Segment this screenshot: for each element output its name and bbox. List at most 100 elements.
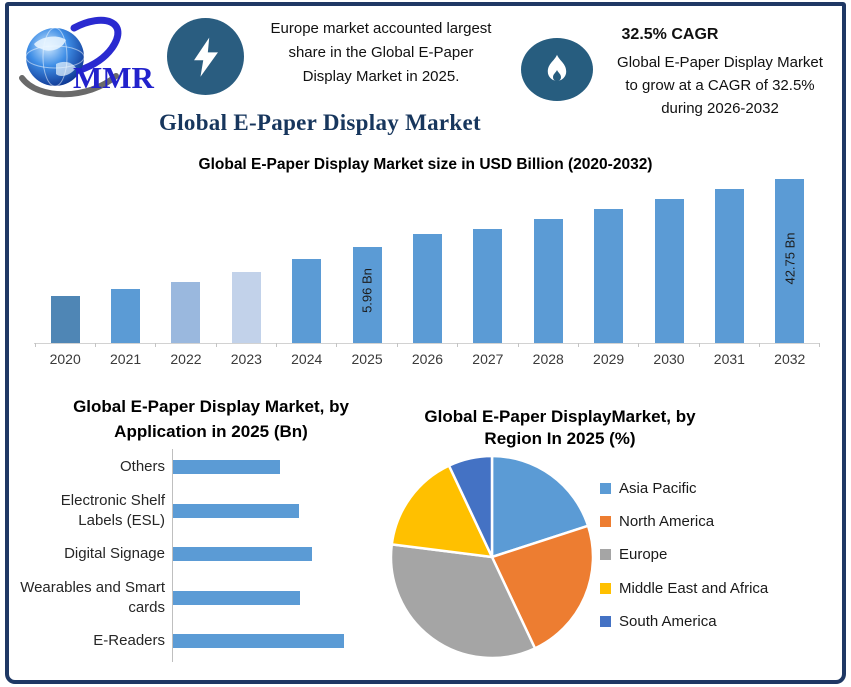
main-x-axis	[34, 343, 820, 344]
app-bar-0	[173, 460, 280, 474]
main-x-axis-tick	[276, 343, 278, 347]
app-bar-1	[173, 503, 299, 518]
main-x-axis-tick	[94, 343, 96, 347]
app-bar-4	[173, 634, 344, 648]
app-cat-label-line: Wearables and Smart	[20, 578, 165, 596]
callout-europe-line3: Display Market in 2025.	[302, 68, 460, 85]
bar-2020	[50, 296, 80, 343]
app-cat-label-3: Wearables and Smart cards	[8, 578, 165, 618]
pie-slice-asia-pacific	[490, 454, 590, 559]
year-label-2025: 2025	[351, 351, 383, 367]
globe-icon	[25, 27, 85, 87]
bar-2021	[111, 289, 141, 343]
legend-swatch	[600, 515, 611, 527]
callout-europe-line1: Europe market accounted largest	[270, 20, 492, 37]
main-x-axis-tick	[819, 343, 821, 347]
year-label-2020: 2020	[49, 351, 81, 367]
bar-annotation-2032: 42.75 Bn	[782, 231, 798, 285]
main-x-axis-tick	[34, 343, 36, 347]
app-cat-label-line: Digital Signage	[64, 545, 165, 562]
legend-swatch	[600, 582, 611, 594]
main-chart-title: Global E-Paper Display Market size in US…	[198, 156, 653, 173]
app-chart-title-line2: Application in 2025 (Bn)	[114, 422, 308, 441]
main-x-axis-tick	[759, 343, 761, 347]
year-label-2028: 2028	[532, 351, 564, 367]
logo-text: MMR	[73, 60, 155, 95]
callout-europe: Europe market accounted largest share in…	[242, 17, 520, 89]
year-label-2026: 2026	[411, 351, 444, 367]
pie-chart-title-line1: Global E-Paper DisplayMarket, by	[424, 407, 696, 426]
cagr-heading: 32.5% CAGR	[621, 26, 719, 43]
flame-icon	[521, 38, 593, 101]
main-x-axis-tick	[215, 343, 217, 347]
legend-item-europe: Europe	[600, 545, 667, 565]
app-cat-label-1: Electronic Shelf Labels (ESL)	[8, 491, 165, 531]
main-x-axis-tick	[336, 343, 338, 347]
app-chart-title-line1: Global E-Paper Display Market, by	[73, 397, 349, 416]
main-x-axis-tick	[396, 343, 398, 347]
lightning-icon	[167, 18, 244, 95]
pie-slice-south-america	[447, 454, 494, 559]
app-cat-label-line: cards	[128, 598, 165, 616]
legend-item-middle-east-and-africa: Middle East and Africa	[600, 578, 768, 598]
pie-svg	[389, 454, 595, 660]
year-label-2022: 2022	[170, 351, 202, 367]
app-cat-label-4: E-Readers	[8, 631, 165, 651]
legend-item-asia-pacific: Asia Pacific	[600, 478, 697, 498]
main-x-axis-tick	[638, 343, 640, 347]
bar-2027	[473, 229, 503, 343]
year-label-2021: 2021	[110, 351, 142, 367]
bar-2030	[654, 199, 684, 343]
bar-2023	[231, 272, 261, 343]
bar-2031	[714, 189, 744, 343]
year-label-2032: 2032	[774, 351, 806, 367]
main-x-axis-tick	[457, 343, 459, 347]
pie-slice-middle-east-and-africa	[390, 464, 494, 559]
legend-swatch	[600, 482, 611, 494]
cagr-line2: to grow at a CAGR of 32.5%	[625, 77, 815, 94]
main-x-axis-tick	[155, 343, 157, 347]
main-x-axis-tick	[577, 343, 579, 347]
bar-2024	[292, 259, 322, 343]
legend-label: Asia Pacific	[619, 479, 697, 497]
legend-item-north-america: North America	[600, 511, 714, 531]
year-label-2031: 2031	[713, 351, 745, 367]
year-label-2024: 2024	[291, 351, 323, 367]
year-label-2027: 2027	[472, 351, 504, 367]
pie-chart-title: Global E-Paper DisplayMarket, by Region …	[395, 406, 725, 450]
app-cat-label-0: Others	[8, 457, 165, 477]
page-title: Global E-Paper Display Market	[159, 110, 481, 135]
cagr-text: Global E-Paper Display Market to grow at…	[594, 51, 846, 120]
year-label-2029: 2029	[593, 351, 625, 367]
bar-annotation-2025: 5.96 Bn	[359, 267, 375, 313]
app-cat-label-line: Others	[119, 458, 165, 475]
bar-2022	[171, 282, 201, 343]
legend-label: South America	[619, 613, 717, 631]
app-bar-3	[173, 590, 300, 605]
app-y-axis	[172, 449, 173, 662]
app-cat-label-2: Digital Signage	[8, 544, 165, 564]
pie-slice-europe	[389, 543, 537, 660]
legend-label: Europe	[619, 546, 668, 564]
year-label-2030: 2030	[653, 351, 685, 367]
pie-chart-title-line2: Region In 2025 (%)	[484, 429, 636, 448]
cagr-line3: during 2026-2032	[661, 100, 779, 117]
legend-label: North America	[619, 512, 715, 530]
app-bar-2	[173, 547, 312, 561]
main-bar-chart: 2020 2021 2022 2023 2024 2025 2026 2027 2028 2029…	[34, 179, 821, 367]
bar-2032	[775, 179, 805, 343]
legend-label: Middle East and Africa	[619, 579, 769, 597]
legend-swatch	[600, 549, 611, 561]
bar-2026	[412, 234, 442, 343]
cagr-line1: Global E-Paper Display Market	[617, 54, 823, 71]
app-cat-label-line: E-Readers	[93, 632, 165, 649]
swoosh-icon	[19, 16, 122, 98]
legend-swatch	[600, 616, 611, 628]
mmr-logo: MMR	[19, 16, 155, 98]
application-bar-chart: Others Electronic Shelf Labels (ESL) Digita…	[0, 380, 400, 680]
bar-2028	[533, 219, 563, 343]
bar-2025	[352, 247, 382, 343]
app-cat-label-line: Electronic Shelf	[60, 491, 165, 509]
page-border	[5, 2, 846, 684]
